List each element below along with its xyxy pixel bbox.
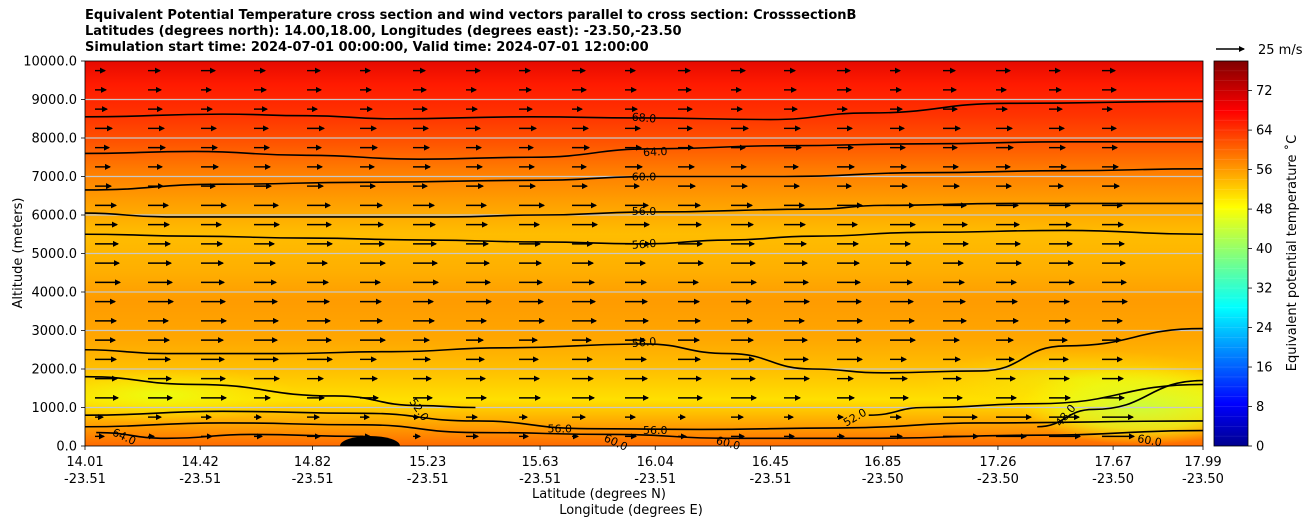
- x-tick-label-lon: -23.51: [519, 472, 561, 487]
- title-line-1: Equivalent Potential Temperature cross s…: [85, 8, 857, 23]
- x-tick-label-lon: -23.51: [634, 472, 676, 487]
- y-tick-label: 1000.0: [32, 401, 78, 416]
- y-tick-label: 5000.0: [32, 247, 78, 262]
- contour-line-60: [85, 168, 1203, 191]
- contour-line-56: [85, 202, 1203, 218]
- quiver-key-label: 25 m/s: [1258, 43, 1303, 58]
- x-axis-label-lon: Longitude (degrees E): [559, 503, 703, 518]
- contour-label: 56.0: [632, 205, 657, 218]
- title-line-2: Latitudes (degrees north): 14.00,18.00, …: [85, 24, 682, 39]
- x-tick-label-lat: 14.82: [294, 455, 331, 470]
- x-tick-label-lat: 15.63: [521, 455, 558, 470]
- x-tick-label-lat: 16.04: [637, 455, 674, 470]
- colorbar-bands: [1214, 70, 1248, 437]
- x-axis-label-lat: Latitude (degrees N): [532, 487, 666, 502]
- contour-line-56: [85, 410, 1203, 431]
- contour-label: 64.0: [643, 145, 668, 159]
- colorbar-frame: [1213, 60, 1249, 447]
- x-tick-label-lat: 16.85: [864, 455, 901, 470]
- colorbar-tick-label: 24: [1256, 321, 1273, 336]
- colorbar-tick-label: 0: [1256, 440, 1264, 455]
- contour-line-56: [85, 327, 1203, 374]
- colorbar-tick-label: 32: [1256, 282, 1273, 297]
- colorbar-ticks: 0 8 16 24 32 40 48 56 64 72: [1248, 84, 1273, 455]
- x-tick-label-lat: 17.99: [1184, 455, 1221, 470]
- wind-vectors: [95, 67, 1135, 440]
- contour-lines: [85, 100, 1203, 440]
- x-tick-label-lon: -23.50: [1182, 472, 1224, 487]
- contour-line-56: [85, 229, 1203, 245]
- contour-line-60: [85, 422, 1203, 440]
- contour-line-64: [96, 431, 364, 440]
- x-tick-label-lat: 17.67: [1095, 455, 1132, 470]
- x-tick-label-lon: -23.51: [179, 472, 221, 487]
- x-tick-label-lon: -23.51: [64, 472, 106, 487]
- colorbar-tick-label: 56: [1256, 163, 1273, 178]
- x-tick-label-lat: 14.42: [182, 455, 219, 470]
- y-axis: 0.0 1000.0 2000.0 3000.0 4000.0 5000.0 6000.0 7…: [23, 55, 85, 455]
- contour-line-68: [85, 100, 1203, 121]
- contour-line-52: [868, 383, 1203, 416]
- contour-label: 60.0: [1136, 432, 1162, 449]
- x-tick-label-lon: -23.50: [862, 472, 904, 487]
- contour-label: 68.0: [631, 111, 657, 126]
- contour-line-52: [85, 375, 476, 409]
- y-tick-label: 7000.0: [32, 170, 78, 185]
- y-tick-label: 8000.0: [32, 132, 78, 147]
- grid-lines: [85, 98, 1203, 409]
- x-tick-label-lon: -23.51: [749, 472, 791, 487]
- quiver-key: 25 m/s: [1216, 43, 1303, 58]
- colorbar-gradient: [1214, 61, 1248, 446]
- contour-label: 60.0: [715, 434, 742, 453]
- colorbar-label: Equivalent potential temperature ˚C: [1284, 135, 1300, 371]
- y-tick-label: 6000.0: [32, 209, 78, 224]
- colorbar: 0 8 16 24 32 40 48 56 64 72 Equivalent potential …: [1213, 60, 1300, 455]
- y-axis-label: Altitude (meters): [11, 198, 26, 309]
- y-tick-label: 4000.0: [32, 286, 78, 301]
- colorbar-tick-label: 48: [1256, 203, 1273, 218]
- x-tick-label-lon: -23.51: [407, 472, 449, 487]
- contour-label: 56.0: [643, 424, 668, 437]
- contour-line-64: [85, 141, 1203, 160]
- x-tick-label-lat: 16.45: [752, 455, 789, 470]
- colorbar-tick-label: 8: [1256, 400, 1264, 415]
- y-tick-label: 3000.0: [32, 324, 78, 339]
- contour-label: 56.0: [631, 237, 657, 252]
- contour-label: 60.0: [632, 171, 657, 184]
- x-tick-label-lat: 14.01: [66, 455, 103, 470]
- y-tick-label: 0.0: [56, 440, 77, 455]
- title-line-3: Simulation start time: 2024-07-01 00:00:…: [85, 40, 649, 55]
- x-tick-label-lon: -23.50: [1092, 472, 1134, 487]
- colorbar-tick-label: 40: [1256, 242, 1273, 257]
- x-tick-label-lon: -23.51: [292, 472, 334, 487]
- x-axis: 14.01 -23.51 14.42 -23.51 14.82 -23.51 15.23 -2…: [64, 446, 1224, 487]
- y-tick-label: 9000.0: [32, 93, 78, 108]
- colorbar-tick-label: 16: [1256, 361, 1273, 376]
- contour-label: 56.0: [547, 423, 572, 436]
- x-tick-label-lat: 15.23: [409, 455, 446, 470]
- colorbar-tick-label: 64: [1256, 124, 1273, 139]
- y-tick-label: 2000.0: [32, 363, 78, 378]
- colorbar-tick-label: 72: [1256, 84, 1273, 99]
- contour-label: 56.0: [631, 335, 657, 350]
- x-tick-label-lat: 17.26: [979, 455, 1016, 470]
- chart-title: Equivalent Potential Temperature cross s…: [85, 8, 856, 56]
- y-tick-label: 10000.0: [23, 55, 77, 70]
- x-tick-label-lon: -23.50: [977, 472, 1019, 487]
